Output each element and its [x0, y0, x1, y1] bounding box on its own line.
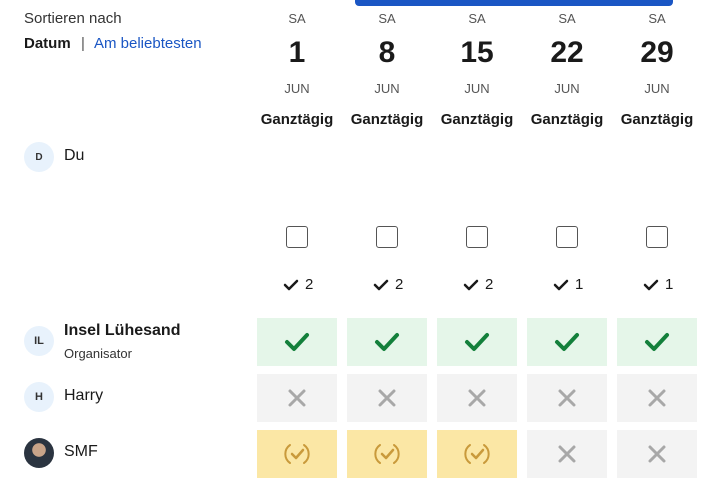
vote-count: 1: [643, 276, 673, 293]
time: Ganztägig: [620, 111, 694, 128]
vote-count: 1: [553, 276, 583, 293]
day: 15: [460, 36, 494, 69]
sort-label: Sortieren nach: [24, 10, 122, 27]
vote-cell: [437, 374, 517, 422]
check-icon: [373, 279, 389, 290]
time: Ganztägig: [530, 111, 604, 128]
vote-cell: [617, 374, 697, 422]
day: 1: [288, 36, 306, 69]
month: JUN: [374, 81, 400, 96]
participant-role: Organisator: [64, 346, 132, 361]
participant-name: Insel Lühesand: [64, 322, 181, 339]
avatar: H: [24, 382, 54, 412]
check-icon: [283, 279, 299, 290]
count: 2: [395, 276, 404, 293]
participant-name: Harry: [64, 387, 104, 404]
separator: |: [81, 35, 85, 52]
count: 1: [665, 276, 674, 293]
month: JUN: [644, 81, 670, 96]
checkbox[interactable]: [286, 226, 308, 248]
vote-cell: [437, 430, 517, 478]
checkbox[interactable]: [646, 226, 668, 248]
month: JUN: [554, 81, 580, 96]
vote-cell: [347, 430, 427, 478]
vote-cell: [347, 374, 427, 422]
avatar: IL: [24, 326, 54, 356]
check-icon: [553, 279, 569, 290]
top-bar: [355, 0, 673, 6]
weekday: SA: [648, 11, 666, 26]
weekday: SA: [378, 11, 396, 26]
month: JUN: [284, 81, 310, 96]
vote-cell: [437, 318, 517, 366]
weekday: SA: [288, 11, 306, 26]
vote-cell: [617, 430, 697, 478]
time: Ganztägig: [440, 111, 514, 128]
checkbox[interactable]: [556, 226, 578, 248]
month: JUN: [464, 81, 490, 96]
avatar-photo: [24, 438, 54, 468]
day: 22: [550, 36, 584, 69]
vote-cell: [257, 374, 337, 422]
vote-cell: [527, 374, 607, 422]
check-icon: [643, 279, 659, 290]
day: 8: [378, 36, 396, 69]
check-icon: [463, 279, 479, 290]
sort-option[interactable]: Datum: [24, 35, 71, 52]
count: 2: [305, 276, 314, 293]
vote-count: 2: [373, 276, 403, 293]
sort-option[interactable]: Am beliebtesten: [94, 35, 202, 52]
weekday: SA: [468, 11, 486, 26]
avatar: D: [24, 142, 54, 172]
day: 29: [640, 36, 674, 69]
time: Ganztägig: [350, 111, 424, 128]
vote-cell: [617, 318, 697, 366]
checkbox[interactable]: [466, 226, 488, 248]
vote-count: 2: [283, 276, 313, 293]
checkbox[interactable]: [376, 226, 398, 248]
time: Ganztägig: [260, 111, 334, 128]
participant-name: SMF: [64, 443, 98, 460]
vote-cell: [257, 430, 337, 478]
vote-cell: [527, 318, 607, 366]
vote-cell: [257, 318, 337, 366]
vote-cell: [527, 430, 607, 478]
vote-cell: [347, 318, 427, 366]
weekday: SA: [558, 11, 576, 26]
participant-name: Du: [64, 147, 85, 164]
vote-count: 2: [463, 276, 493, 293]
count: 2: [485, 276, 494, 293]
count: 1: [575, 276, 584, 293]
